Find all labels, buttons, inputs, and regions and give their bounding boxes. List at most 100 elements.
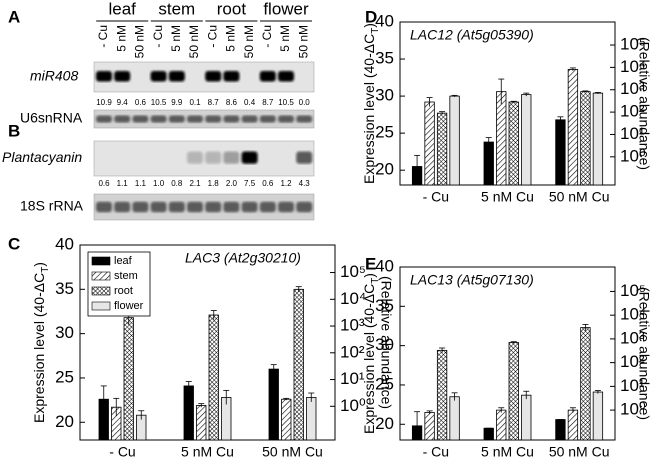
legend-label: root	[114, 285, 133, 297]
bar	[123, 317, 134, 441]
loading-band	[205, 201, 222, 213]
lane-label: - Cu	[96, 25, 110, 48]
loading-label: U6snRNA	[20, 110, 83, 126]
quant-value: 0.1	[189, 98, 201, 107]
y2-tick-label: 10²	[620, 352, 645, 371]
bar	[508, 101, 519, 186]
y-tick-label: 30	[375, 86, 394, 105]
y-tick-label: 30	[375, 335, 394, 354]
blot-band	[278, 71, 294, 82]
bar	[483, 427, 494, 441]
blot-band	[168, 71, 185, 82]
quant-value: 4.3	[299, 179, 311, 188]
bar	[436, 112, 448, 186]
bar	[508, 342, 519, 441]
y-tick-label: 20	[375, 160, 394, 179]
tissue-label: leaf	[108, 0, 136, 18]
y2-axis-label: (Relative abundance)	[636, 287, 652, 420]
chart-title: LAC3 (At2g30210)	[185, 250, 301, 266]
quant-value: 8.7	[262, 98, 274, 107]
y-tick-label: 40	[375, 11, 394, 30]
x-tick-label: - Cu	[109, 444, 135, 460]
blot-band	[241, 151, 258, 164]
probe-label: miR408	[30, 68, 78, 84]
bar	[496, 409, 507, 441]
bar	[281, 398, 292, 441]
tissue-label: flower	[263, 0, 309, 18]
quant-value: 9.4	[117, 98, 129, 107]
quant-value: 8.7	[208, 98, 220, 107]
quant-value: 10.5	[151, 98, 167, 107]
loading-band	[132, 201, 149, 213]
lane-label: 50 nM	[296, 25, 310, 58]
panel-letter: B	[8, 121, 20, 140]
quant-value: 10.9	[96, 98, 112, 107]
quant-value: 1.1	[135, 179, 147, 188]
y2-tick-label: 10⁵	[620, 281, 646, 300]
legend-swatch	[91, 256, 111, 266]
bar	[424, 412, 435, 441]
bar	[424, 101, 435, 186]
legend-swatch	[91, 286, 111, 296]
loading-band	[241, 115, 258, 123]
lane-label: 5 nM	[169, 25, 183, 52]
y-tick-label: 25	[375, 123, 394, 142]
y2-tick-label: 10³	[340, 316, 365, 335]
loading-band	[241, 201, 258, 213]
loading-band	[96, 201, 112, 213]
bar	[592, 92, 604, 186]
y2-tick-label: 10¹	[620, 376, 645, 395]
loading-panel	[93, 193, 315, 221]
y2-tick-label: 10¹	[620, 124, 645, 143]
loading-band	[278, 201, 294, 213]
loading-band	[150, 201, 167, 213]
bar	[567, 69, 579, 186]
chart-title: LAC12 (At5g05390)	[410, 27, 534, 43]
y-axis-label-part: )	[361, 23, 377, 28]
bar	[196, 405, 207, 441]
loading-band	[168, 201, 185, 213]
y2-tick-label: 10⁰	[340, 396, 366, 415]
y2-tick-label: 10⁴	[620, 305, 646, 324]
plot-frame	[79, 244, 336, 441]
panel-letter: A	[8, 7, 20, 26]
legend-swatch	[91, 271, 111, 281]
blot-band	[223, 151, 240, 164]
bar	[555, 119, 566, 186]
quant-value: 0.6	[262, 179, 274, 188]
y-tick-label: 25	[375, 374, 394, 393]
bar	[449, 396, 460, 441]
y-tick-label: 20	[55, 412, 74, 431]
quant-value: 2.1	[189, 179, 201, 188]
y2-tick-label: 10⁰	[620, 400, 646, 419]
loading-band	[205, 115, 222, 123]
legend-label: stem	[114, 270, 138, 282]
y-axis-label-part: T	[40, 267, 51, 273]
y-tick-label: 40	[55, 234, 74, 253]
loading-band	[96, 115, 112, 123]
chart-title: LAC13 (At5g07130)	[410, 272, 534, 288]
quant-value: 1.1	[117, 179, 129, 188]
y2-tick-label: 10³	[620, 79, 645, 98]
loading-label: 18S rRNA	[20, 198, 84, 214]
y-axis-label-part: Expression level (40-ΔC	[31, 273, 47, 423]
blot-band	[223, 71, 240, 82]
blot-panel	[93, 61, 315, 93]
lane-label: 5 nM	[278, 25, 292, 52]
blot-band	[114, 71, 131, 82]
quant-value: 0.4	[244, 98, 256, 107]
y2-tick-label: 10⁴	[620, 57, 646, 76]
y-axis-label-part: Expression level (40-ΔC	[361, 284, 377, 434]
lane-label: - Cu	[151, 25, 165, 48]
y2-tick-label: 10³	[620, 328, 645, 347]
quant-value: 1.8	[208, 179, 220, 188]
bar	[580, 327, 591, 441]
plot-frame	[399, 266, 616, 441]
loading-band	[296, 115, 313, 123]
y-tick-label: 20	[375, 414, 394, 433]
bar	[449, 95, 460, 186]
x-tick-label: 5 nM Cu	[481, 189, 534, 205]
bar	[580, 91, 591, 186]
loading-band	[223, 115, 240, 123]
lane-label: 50 nM	[133, 25, 147, 58]
